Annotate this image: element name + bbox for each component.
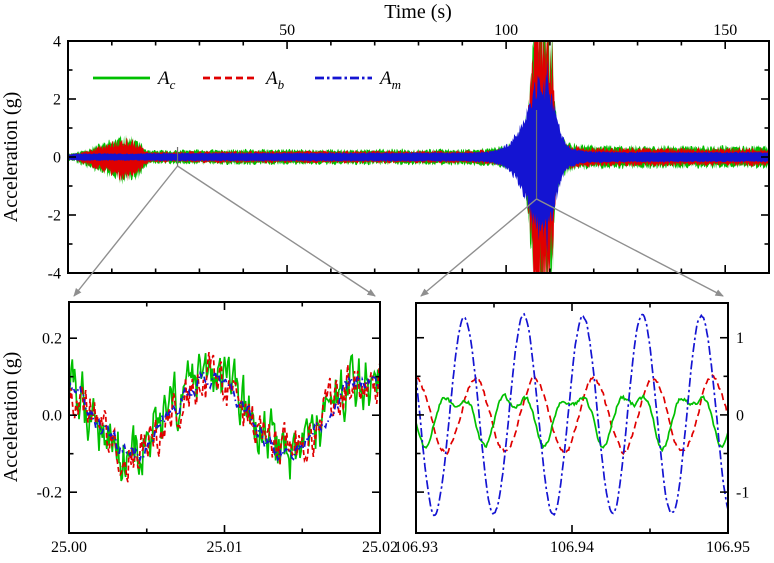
y-tick-label-inset_right: -1	[736, 485, 749, 502]
legend-label-subscript: m	[392, 77, 401, 92]
y-tick-label-main: -4	[48, 266, 61, 283]
series-Ab-line	[416, 373, 728, 456]
y-tick-label-inset_right: 1	[736, 330, 744, 347]
x-tick-label-main: 50	[279, 22, 295, 39]
legend-label-Ac: Ac	[156, 68, 176, 92]
y-tick-label-main: -2	[48, 208, 61, 225]
legend-label-main: A	[264, 68, 278, 89]
y-tick-label-inset_left: 0.2	[42, 331, 62, 348]
callout-arrows-layer	[73, 110, 724, 297]
series-Ac-line	[416, 392, 728, 453]
y-tick-label-inset_right: 0	[736, 407, 744, 424]
axes-layer: 50 100 150 4 2 0 -2 -4 25.00 25.01 25.02 0.2 0.0 -0.2…	[37, 22, 770, 556]
series-Am-line	[416, 312, 728, 517]
x-tick-label-main: 150	[713, 22, 737, 39]
y-tick-label-main: 4	[53, 34, 61, 51]
callout-arrow	[177, 165, 376, 297]
y-tick-label-inset_left: 0.0	[42, 408, 62, 425]
x-tick-label-inset_right: 106.95	[706, 539, 750, 556]
top-axis-title: Time (s)	[384, 1, 452, 23]
main-y-axis-title: Acceleration (g)	[0, 92, 22, 222]
y-tick-label-main: 2	[53, 92, 61, 109]
waveform-layer	[68, 41, 769, 517]
series-Ab-line	[69, 351, 380, 483]
x-tick-label-inset_left: 25.01	[207, 539, 243, 556]
legend-label-Am: Am	[378, 68, 401, 92]
x-tick-label-inset_left: 25.00	[51, 539, 87, 556]
callout-arrow	[73, 165, 179, 297]
legend-label-main: A	[156, 68, 170, 89]
legend: Ac Ab Am	[93, 68, 401, 92]
legend-label-main: A	[378, 68, 392, 89]
legend-label-subscript: b	[278, 77, 285, 92]
x-tick-label-inset_right: 106.93	[394, 539, 438, 556]
callout-arrow	[536, 198, 724, 297]
series-Am-waveform	[68, 60, 769, 254]
legend-label-Ab: Ab	[264, 68, 285, 92]
x-tick-label-inset_left: 25.02	[362, 539, 398, 556]
y-tick-label-main: 0	[53, 150, 61, 167]
y-tick-label-inset_left: -0.2	[37, 485, 62, 502]
x-tick-label-main: 100	[494, 22, 518, 39]
inset-y-axis-title: Acceleration (g)	[0, 352, 22, 482]
series-Am-line	[69, 370, 380, 463]
x-tick-label-inset_right: 106.94	[550, 539, 594, 556]
callout-arrow	[420, 198, 537, 297]
legend-label-subscript: c	[170, 77, 176, 92]
